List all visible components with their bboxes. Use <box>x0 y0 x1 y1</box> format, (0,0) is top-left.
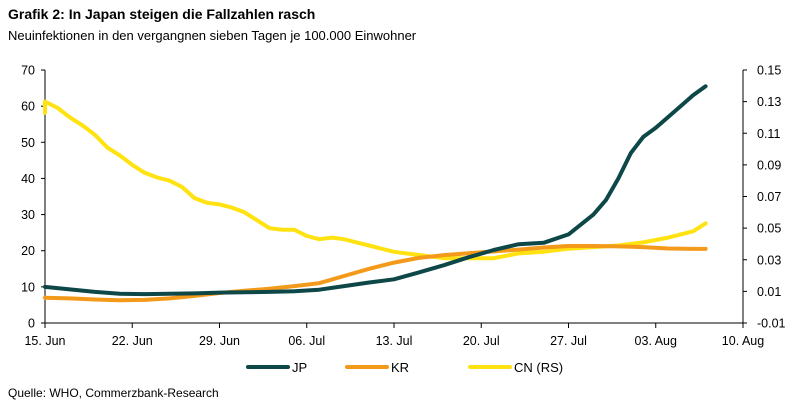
x-tick-label: 20. Jul <box>463 334 500 348</box>
chart-axes: 0 10 20 30 40 50 60 70 -0.01 0.01 0.03 0.05 0.07 0.09… <box>21 64 785 349</box>
legend-label-kr: KR <box>391 360 409 375</box>
y-left-tick-label: 60 <box>21 100 35 114</box>
series-line-kr <box>43 244 708 303</box>
y-left-tick-label: 10 <box>21 280 35 294</box>
x-tick-label: 22. Jun <box>112 334 153 348</box>
y-left-tick-label: 30 <box>21 208 35 222</box>
y-right-tick-label: 0.07 <box>757 190 781 204</box>
y-left-tick-label: 50 <box>21 136 35 150</box>
y-right-tick-label: 0.13 <box>757 95 781 109</box>
x-tick-label: 29. Jun <box>199 334 240 348</box>
chart-series <box>43 84 708 303</box>
y-right-tick-label: -0.01 <box>757 317 786 331</box>
y-right-tick-label: 0.09 <box>757 158 781 172</box>
series-line-jp <box>43 84 708 297</box>
x-tick-label: 15. Jun <box>24 334 65 348</box>
y-right-tick-label: 0.11 <box>757 127 780 141</box>
x-tick-label: 13. Jul <box>376 334 413 348</box>
y-right-tick-label: 0.03 <box>757 253 781 267</box>
x-tick-label: 27. Jul <box>550 334 587 348</box>
y-right-tick-label: 0.05 <box>757 222 781 236</box>
source-note: Quelle: WHO, Commerzbank-Research <box>8 386 219 400</box>
chart-legend: JP KR CN (RS) <box>246 360 563 375</box>
y-left-tick-label: 20 <box>21 244 35 258</box>
x-tick-label: 06. Jul <box>288 334 325 348</box>
y-right-tick-label: 0.01 <box>757 285 781 299</box>
y-left-tick-label: 0 <box>28 317 35 331</box>
y-left-tick-label: 70 <box>21 64 35 78</box>
x-tick-label: 03. Aug <box>635 334 677 348</box>
legend-label-jp: JP <box>292 360 307 375</box>
legend-label-cn: CN (RS) <box>514 360 563 375</box>
chart-title: Grafik 2: In Japan steigen die Fallzahle… <box>8 6 316 22</box>
x-tick-label: 10. Aug <box>722 334 764 348</box>
chart-subtitle: Neuinfektionen in den vergangnen sieben … <box>8 28 417 43</box>
series-line-cn <box>43 99 708 261</box>
y-right-tick-label: 0.15 <box>757 64 781 78</box>
y-left-tick-label: 40 <box>21 172 35 186</box>
